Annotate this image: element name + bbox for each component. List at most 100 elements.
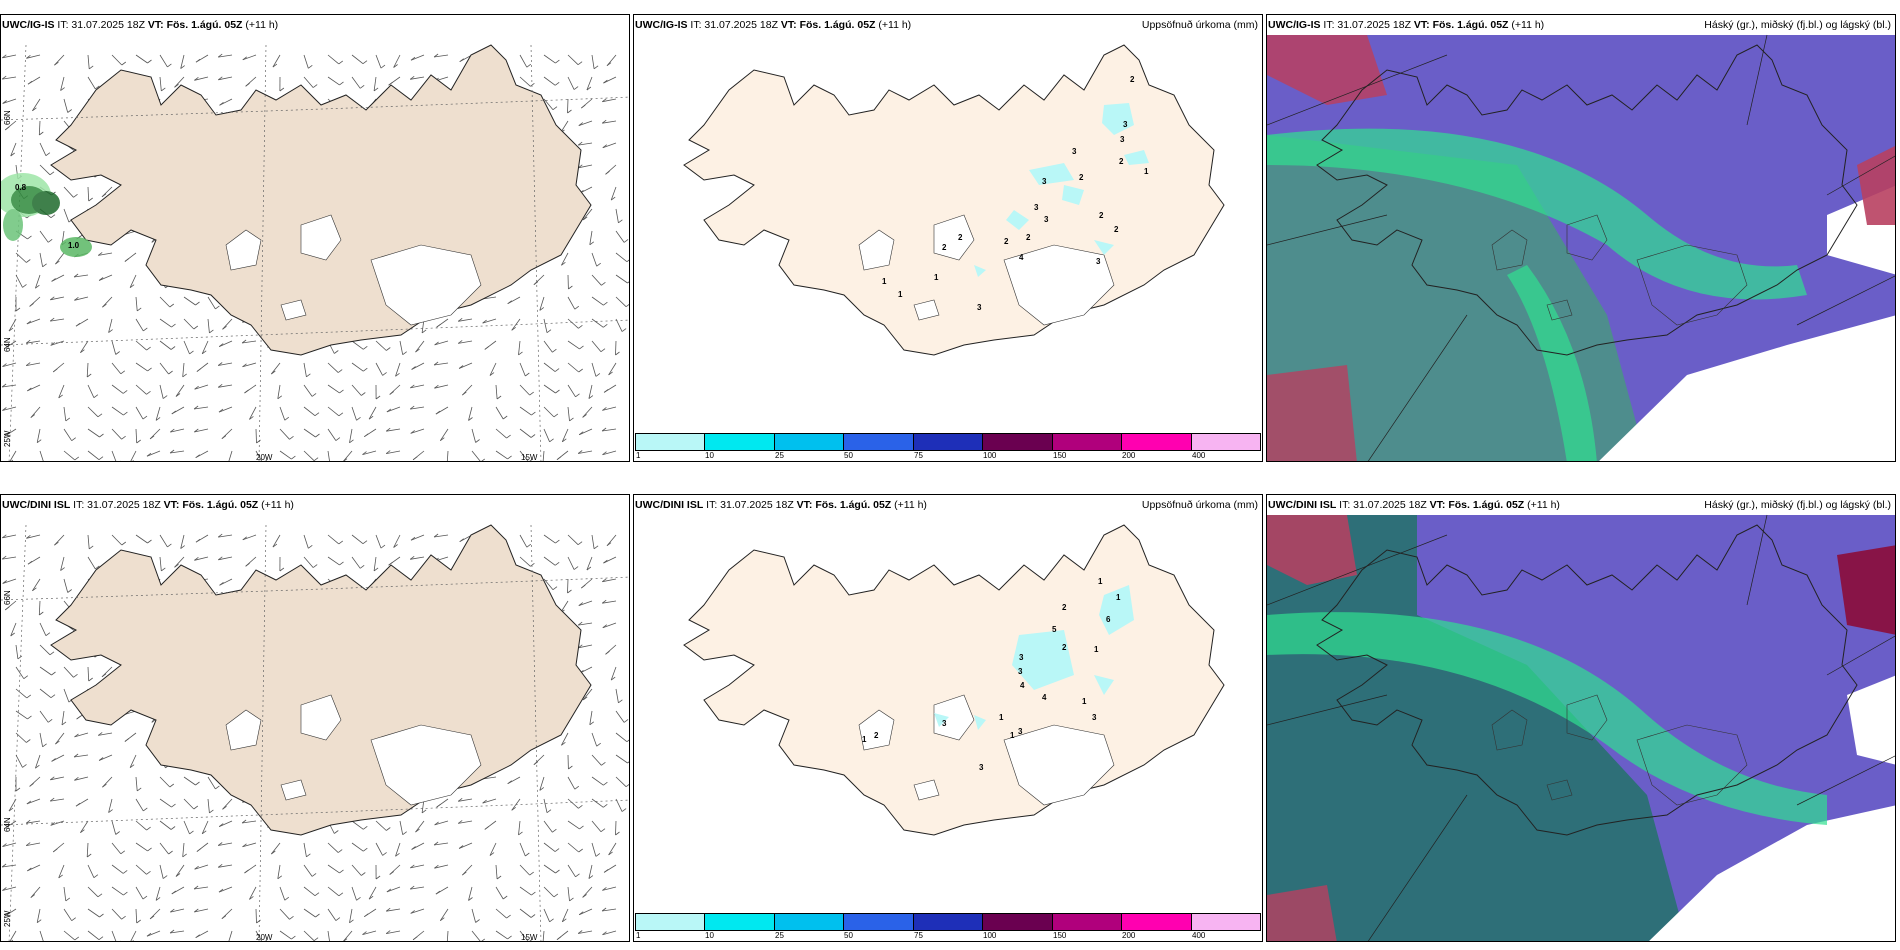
wind-barb-tick [201, 830, 207, 835]
wind-barb-tick [553, 413, 559, 418]
wind-barb-tick [74, 296, 79, 301]
glacier [1566, 694, 1608, 741]
wind-barb-tick [60, 567, 65, 571]
wind-barb [242, 842, 257, 848]
wind-barb [159, 384, 164, 399]
wind-barb-tick [272, 63, 278, 68]
wind-barb-tick [161, 87, 166, 92]
wind-barb [87, 666, 90, 682]
wind-barb [218, 886, 233, 893]
wind-barb [277, 864, 281, 879]
wind-barb-tick [26, 54, 31, 59]
wind-barb [63, 186, 74, 198]
wind-barb-tick [129, 284, 135, 289]
wind-barb-tick [146, 390, 151, 395]
wind-barb [219, 340, 233, 347]
wind-barb-tick [395, 852, 400, 857]
wind-barb-tick [36, 439, 42, 444]
wind-barb [410, 76, 425, 80]
wind-barb-tick [98, 277, 104, 281]
glacier [1636, 244, 1748, 326]
wind-barb [2, 54, 17, 59]
wind-barb [26, 798, 41, 805]
wind-barb [567, 296, 576, 310]
wind-barb [183, 776, 196, 786]
iceland-outline [1316, 524, 1858, 836]
wind-barb [135, 776, 138, 791]
wind-barb-tick [625, 784, 629, 788]
wind-barb-tick [362, 540, 368, 545]
wind-barb [434, 842, 449, 846]
wind-barb-tick [147, 847, 152, 852]
wind-barb [39, 930, 44, 941]
wind-barb-tick [335, 437, 341, 441]
wind-barb [58, 384, 65, 399]
wind-barb-tick [549, 438, 554, 443]
wind-barb [351, 362, 364, 372]
glacier [858, 709, 895, 751]
wind-barb-tick [615, 351, 620, 356]
wind-barb-tick [421, 329, 427, 334]
wind-barb [146, 450, 161, 457]
wind-barb-tick [102, 303, 107, 308]
wind-barb-tick [595, 853, 601, 857]
wind-barb-tick [338, 412, 344, 417]
wind-barb-tick [73, 753, 79, 758]
colorbar-ticks: 1 10 25 50 75 100 150 200 400 [636, 451, 1206, 460]
wind-barb [111, 384, 124, 394]
wind-barb-tick [74, 936, 80, 941]
wind-barb [591, 776, 604, 786]
wind-barb-tick [51, 278, 56, 282]
wind-barb-tick [52, 848, 58, 853]
wind-barb-tick [343, 458, 348, 461]
wind-barb-tick [578, 848, 583, 853]
wind-value: 1.0 [68, 241, 80, 250]
wind-barb-tick [601, 281, 606, 286]
wind-barb [279, 886, 286, 901]
wind-barb-tick [606, 542, 612, 547]
wind-barb-tick [4, 606, 10, 611]
wind-barb [228, 450, 233, 461]
wind-barb [36, 428, 41, 443]
cloud-map [1267, 514, 1895, 941]
wind-barb-tick [434, 864, 439, 869]
wind-barb-tick [74, 456, 80, 461]
wind-barb-tick [242, 56, 248, 61]
wind-barb [279, 450, 292, 460]
wind-barb-tick [108, 809, 113, 813]
wind-barb-tick [315, 913, 320, 918]
wind-barb-tick [402, 831, 407, 836]
wind-barb [218, 54, 233, 58]
wind-barb-tick [313, 457, 319, 461]
wind-barb-tick [511, 326, 516, 331]
wind-barb [543, 864, 556, 874]
wind-barb-tick [99, 913, 104, 918]
wind-barb-tick [195, 934, 200, 939]
wind-barb [567, 886, 570, 901]
wind-barb-tick [603, 301, 608, 306]
wind-barb-tick [180, 65, 185, 69]
wind-barb [519, 842, 526, 857]
wind-barb-tick [27, 387, 32, 392]
wind-barb-tick [306, 373, 311, 378]
wind-barb [567, 578, 569, 594]
wind-barb [561, 252, 569, 266]
wind-barb-tick [569, 417, 574, 422]
wind-barb-tick [196, 848, 202, 852]
wind-barb [63, 930, 76, 941]
wind-barb-tick [146, 452, 152, 457]
wind-barb [567, 76, 575, 90]
wind-barb [35, 754, 41, 769]
wind-barb-tick [586, 86, 592, 91]
wind-barb-tick [389, 391, 394, 395]
wind-barb [610, 666, 617, 681]
wind-barb-tick [195, 538, 201, 543]
wind-barb [159, 362, 169, 375]
wind-barb [434, 362, 449, 366]
wind-barb [255, 908, 257, 924]
wind-barb-tick [97, 413, 103, 418]
wind-barb [170, 450, 185, 454]
wind-barb-tick [308, 544, 313, 549]
wind-barb-tick [244, 389, 249, 394]
wind-barb-tick [30, 894, 36, 898]
